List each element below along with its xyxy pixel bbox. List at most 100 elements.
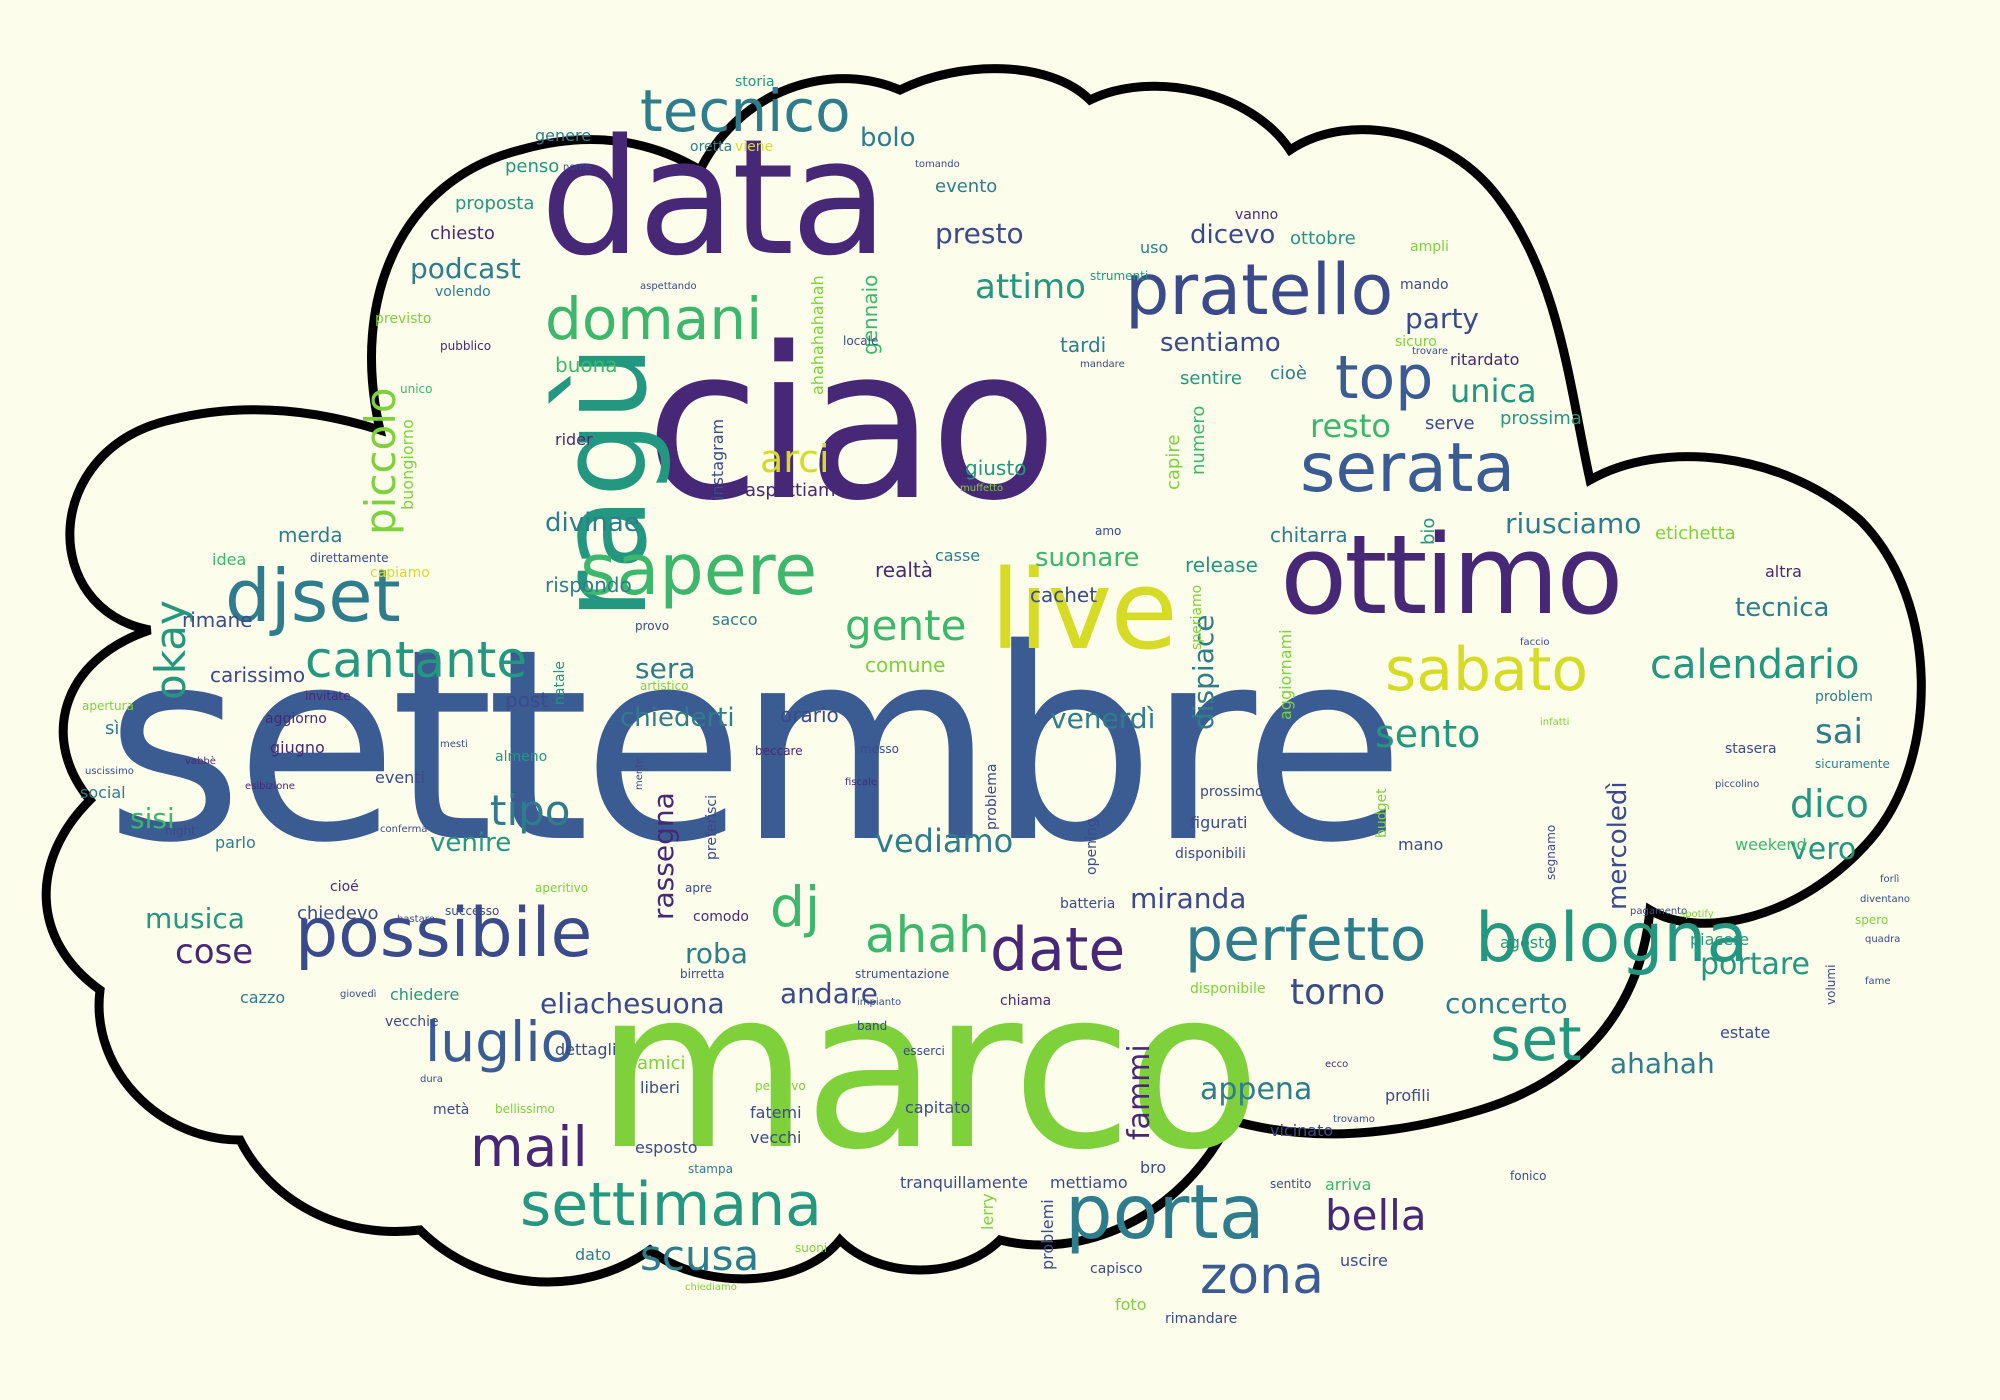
word-volendo: volendo (435, 284, 491, 300)
word-infatti: infatti (1540, 717, 1570, 728)
word-proposta: proposta (455, 193, 535, 214)
word-tardi: tardi (1060, 333, 1107, 357)
word-prossima: prossima (1500, 408, 1582, 429)
word-weekend: weekend (1735, 835, 1807, 854)
word-carissimo: carissimo (210, 663, 306, 687)
word-sentito: sentito (1270, 1177, 1312, 1191)
word-cachet: cachet (1030, 583, 1098, 607)
cloud-outline (41, 64, 1926, 1287)
word-artistico: artistico (640, 679, 689, 693)
word-conferma: conferma (380, 824, 428, 835)
word-aperitivo: aperitivo (535, 881, 589, 895)
word-band: band (857, 1019, 888, 1033)
word-andare: andare (780, 977, 878, 1010)
word-torno: torno (1290, 972, 1386, 1013)
word-capisco: capisco (1090, 1261, 1143, 1277)
word-concerto: concerto (1445, 987, 1568, 1020)
word-sai: sai (1815, 712, 1863, 752)
word-disponibili: disponibili (1175, 846, 1246, 862)
word-venerdi: venerdì (1050, 702, 1156, 735)
word-arci: arci (760, 437, 830, 481)
word-impianto: impianto (857, 997, 902, 1008)
word-post: post (505, 688, 549, 712)
word-tomando: tomando (915, 159, 960, 170)
word-dico: dico (1790, 782, 1869, 826)
word-dura: dura (420, 1074, 443, 1085)
word-set: set (1490, 1005, 1582, 1075)
word-sicuramente: sicuramente (1815, 757, 1890, 771)
word-ahahahahahah: ahahahahahah (808, 275, 827, 395)
word-tecnico: tecnico (640, 77, 851, 145)
word-natale: natale (552, 660, 568, 705)
word-piccolo: piccolo (356, 387, 405, 535)
word-chiesto: chiesto (430, 223, 495, 244)
word-marco: marco (595, 942, 1261, 1198)
word-mail: mail (470, 1115, 588, 1179)
word-figurati: figurati (1190, 813, 1248, 832)
word-bologna: bologna (1475, 899, 1749, 978)
word-serve: serve (1425, 413, 1475, 434)
word-mesti: mesti (440, 739, 468, 750)
word-pratello: pratello (1125, 249, 1394, 331)
word-fame: fame (1865, 976, 1891, 987)
word-sacco: sacco (712, 610, 758, 629)
word-settimana: settimana (520, 1170, 822, 1240)
word-piacere: piacere (1690, 930, 1750, 949)
word-vero: vero (1790, 832, 1857, 867)
word-rispondo: rispondo (545, 573, 632, 597)
word-profili: profili (1385, 1086, 1431, 1105)
word-liberi: liberi (640, 1078, 680, 1097)
word-birretta: birretta (680, 967, 725, 981)
word-piccolino: piccolino (1715, 779, 1760, 790)
word-chiederti: chiederti (620, 703, 735, 733)
word-night: night (165, 824, 196, 838)
word-cazzo: cazzo (240, 988, 286, 1007)
word-zona: zona (1200, 1246, 1324, 1306)
word-mando: mando (1400, 277, 1449, 293)
word-uscissimo: uscissimo (85, 766, 134, 777)
word-gente: gente (845, 601, 967, 650)
word-sisi: sisi (130, 802, 175, 835)
word-mettiamo: mettiamo (1050, 1173, 1128, 1192)
word-comodo: comodo (693, 909, 749, 925)
word-problem: problem (1815, 689, 1873, 705)
word-faccio: faccio (1520, 637, 1550, 648)
word-vediamo: vediamo (875, 822, 1014, 860)
word-stampa: stampa (688, 1162, 733, 1176)
word-oretta: oretta (690, 139, 733, 155)
word-messo: messo (860, 742, 899, 756)
word-volumi: volumi (1824, 964, 1838, 1005)
word-porta: porta (1065, 1168, 1265, 1256)
word-ahah: ahah (865, 906, 990, 964)
word-chitarra: chitarra (1270, 523, 1348, 547)
word-mercoledi: mercoledì (1603, 781, 1633, 910)
word-sento: sento (1375, 712, 1481, 756)
word-esibizione: esibizione (245, 781, 295, 792)
word-ampli: ampli (1410, 239, 1449, 255)
word-invitate: invitate (305, 689, 351, 703)
word-rimandare: rimandare (1165, 1311, 1238, 1327)
word-sapere: sapere (580, 529, 818, 611)
word-stasera: stasera (1725, 741, 1777, 757)
word-agosto: agosto (1500, 933, 1555, 952)
word-vanno: vanno (1235, 207, 1279, 223)
word-spotify: spotify (1680, 909, 1714, 920)
word-comune: comune (865, 653, 946, 677)
word-almeno: almeno (495, 749, 548, 765)
word-suonare: suonare (1035, 543, 1140, 573)
word-evento: evento (935, 176, 998, 197)
word-preferisci: preferisci (704, 794, 720, 860)
word-unica: unica (1450, 372, 1537, 410)
word-segnamo: segnamo (1544, 824, 1558, 880)
word-ritardato: ritardato (1450, 350, 1520, 369)
word-dicevo: dicevo (1190, 220, 1276, 250)
word-capiamo: capiamo (370, 565, 430, 581)
word-cantante: cantante (305, 631, 528, 689)
word-problema: problema (984, 763, 1000, 830)
word-apre: apre (685, 881, 713, 895)
word-release: release (1185, 553, 1258, 577)
word-beccare: beccare (755, 744, 803, 758)
word-si: sì (105, 718, 120, 739)
